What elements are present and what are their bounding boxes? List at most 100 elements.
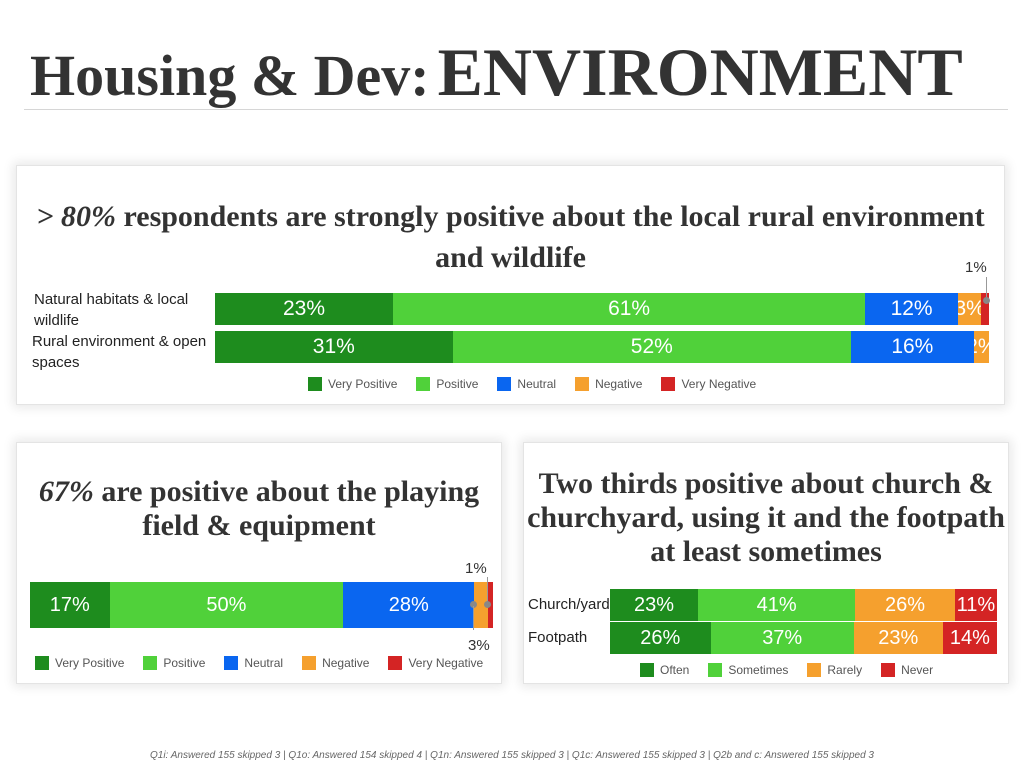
chart-legend: Often Sometimes Rarely Never	[640, 663, 952, 677]
legend-swatch	[35, 656, 49, 670]
stacked-bar: 31% 52% 16% 2%	[215, 331, 989, 363]
legend-label: Positive	[163, 656, 206, 670]
callout-line	[986, 277, 987, 299]
legend-item-often: Often	[640, 663, 689, 677]
category-label: Natural habitats & local wildlife	[34, 291, 189, 329]
data-label: 3%	[958, 297, 981, 320]
legend-item-positive: Positive	[416, 377, 478, 391]
callout-marker	[470, 601, 477, 608]
callout-label: 1%	[965, 259, 987, 276]
chart-title: 67% are positive about the playing field…	[17, 475, 501, 543]
stacked-bar: 23% 41% 26% 11%	[610, 589, 997, 621]
bar-segment-sometimes: 37%	[710, 622, 854, 654]
bar-segment-neutral: 12%	[865, 293, 959, 325]
callout-marker	[983, 297, 990, 304]
legend-item-positive: Positive	[143, 656, 205, 670]
legend-label: Very Negative	[408, 656, 484, 670]
legend-label: Often	[660, 663, 690, 677]
bar-segment-positive: 61%	[393, 293, 866, 325]
page-title-part2: ENVIRONMENT	[437, 34, 963, 110]
stacked-bar: 17% 50% 28%	[30, 582, 493, 628]
legend-swatch	[497, 377, 512, 391]
legend-swatch	[416, 377, 431, 391]
data-label: 23%	[634, 593, 675, 616]
data-label: 26%	[885, 593, 926, 616]
data-label: 37%	[762, 626, 803, 649]
bar-segment-sometimes: 41%	[698, 589, 856, 621]
bar-segment-often: 26%	[610, 622, 711, 654]
legend-swatch	[881, 663, 896, 677]
bar-segment-often: 23%	[610, 589, 699, 621]
legend-label: Negative	[595, 377, 643, 391]
legend-label: Very Positive	[55, 656, 125, 670]
legend-swatch	[388, 656, 403, 670]
chart-card-environment: > 80% respondents are strongly positive …	[16, 165, 1005, 405]
legend-item-sometimes: Sometimes	[708, 663, 788, 677]
bar-segment-never: 11%	[954, 589, 997, 621]
data-label: 16%	[891, 335, 934, 358]
stacked-bar: 26% 37% 23% 14%	[610, 622, 997, 654]
legend-label: Very Positive	[328, 377, 398, 391]
legend-item-very-negative: Very Negative	[661, 377, 756, 391]
chart-title-emphasis: 67%	[38, 475, 94, 508]
callout-line	[473, 606, 474, 630]
callout-label: 1%	[465, 560, 487, 577]
legend-item-neutral: Neutral	[224, 656, 283, 670]
chart-title: > 80% respondents are strongly positive …	[17, 196, 1004, 278]
legend-item-very-positive: Very Positive	[35, 656, 124, 670]
chart-title-emphasis: > 80%	[36, 200, 116, 233]
category-label: Church/yard	[528, 596, 610, 613]
bar-segment-negative: 2%	[973, 331, 989, 363]
data-label: 17%	[49, 593, 90, 616]
data-label: 28%	[388, 593, 429, 616]
bar-segment-neutral: 28%	[343, 582, 475, 628]
data-label: 41%	[756, 593, 797, 616]
data-label: 26%	[640, 626, 681, 649]
bar-segment-positive: 52%	[452, 331, 852, 363]
bar-segment-very-positive: 23%	[215, 293, 394, 325]
legend-swatch	[640, 663, 654, 677]
bar-segment-neutral: 16%	[851, 331, 974, 363]
legend-swatch	[143, 656, 158, 670]
legend-item-neutral: Neutral	[497, 377, 556, 391]
legend-label: Neutral	[244, 656, 284, 670]
data-label: 11%	[956, 593, 996, 616]
legend-label: Sometimes	[728, 663, 789, 677]
data-label: 2%	[974, 335, 989, 359]
bar-segment-never: 14%	[942, 622, 997, 654]
callout-marker	[484, 601, 491, 608]
bar-segment-very-negative	[981, 293, 989, 325]
legend-swatch	[575, 377, 590, 391]
chart-title-text: are positive about the playing field & e…	[101, 475, 480, 542]
legend-label: Positive	[436, 377, 479, 391]
legend-item-never: Never	[881, 663, 933, 677]
chart-card-playing-field: 67% are positive about the playing field…	[16, 442, 502, 684]
page-title-part1: Housing & Dev:	[30, 43, 430, 108]
legend-item-very-negative: Very Negative	[388, 656, 483, 670]
bar-segment-negative: 3%	[958, 293, 982, 325]
callout-label: 3%	[468, 637, 490, 654]
bar-segment-very-positive: 17%	[30, 582, 110, 628]
legend-label: Very Negative	[681, 377, 757, 391]
data-label: 50%	[206, 593, 247, 616]
legend-label: Rarely	[827, 663, 863, 677]
data-label: 52%	[630, 335, 673, 358]
legend-item-negative: Negative	[575, 377, 642, 391]
chart-legend: Very Positive Positive Neutral Negative Very…	[308, 377, 775, 391]
data-label: 61%	[608, 297, 651, 320]
legend-swatch	[807, 663, 822, 677]
category-label: Rural environment & open spaces	[32, 333, 207, 371]
bar-segment-rarely: 23%	[853, 622, 943, 654]
legend-swatch	[224, 656, 239, 670]
source-footnote: Q1i: Answered 155 skipped 3 | Q1o: Answe…	[150, 750, 874, 761]
legend-item-rarely: Rarely	[807, 663, 862, 677]
callout-line	[487, 577, 488, 605]
chart-title-text: respondents are strongly positive about …	[123, 200, 985, 274]
data-label: 31%	[312, 335, 355, 358]
legend-item-very-positive: Very Positive	[308, 377, 397, 391]
bar-segment-positive: 50%	[109, 582, 344, 628]
legend-swatch	[661, 377, 676, 391]
legend-label: Never	[901, 663, 934, 677]
data-label: 14%	[949, 626, 990, 649]
legend-label: Neutral	[517, 377, 557, 391]
